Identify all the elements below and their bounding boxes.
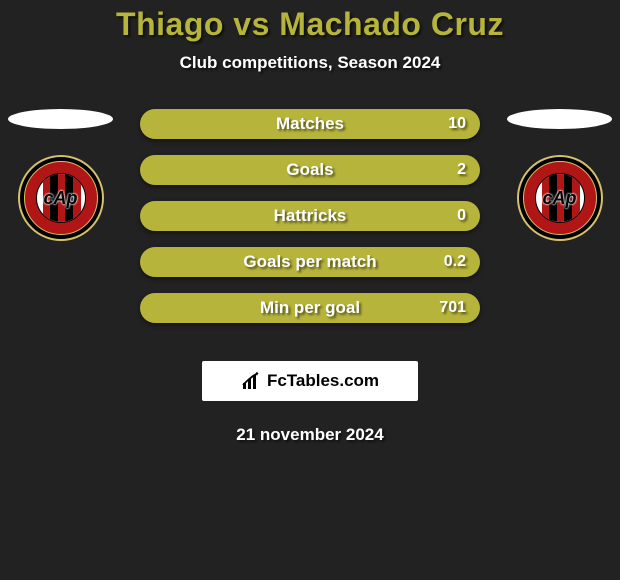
chart-icon (241, 371, 263, 391)
club-badge-left: cAp (18, 155, 104, 241)
date-text: 21 november 2024 (0, 425, 620, 445)
stat-value-right: 10 (448, 109, 466, 139)
stat-label: Goals (286, 160, 333, 180)
stats-table: Matches 10 Goals 2 Hattricks 0 Goals per… (140, 109, 480, 339)
stat-label: Min per goal (260, 298, 360, 318)
page-title: Thiago vs Machado Cruz (0, 6, 620, 43)
stat-row-gpm: Goals per match 0.2 (140, 247, 480, 277)
stat-row-mpg: Min per goal 701 (140, 293, 480, 323)
stat-value-right: 0.2 (444, 247, 466, 277)
stat-label: Goals per match (243, 252, 376, 272)
stat-label: Matches (276, 114, 344, 134)
player-placeholder-left (8, 109, 113, 129)
club-badge-right: cAp (517, 155, 603, 241)
badge-monogram: cAp (44, 183, 78, 213)
infographic-root: Thiago vs Machado Cruz Club competitions… (0, 0, 620, 445)
stat-value-right: 701 (439, 293, 466, 323)
badge-monogram: cAp (543, 183, 577, 213)
page-subtitle: Club competitions, Season 2024 (0, 53, 620, 73)
stat-value-right: 0 (457, 201, 466, 231)
stat-label: Hattricks (274, 206, 347, 226)
comparison-section: cAp Matches 10 Goals 2 Hattricks 0 Goals… (0, 109, 620, 349)
right-club: cAp (507, 109, 612, 241)
brand-text: FcTables.com (267, 371, 379, 391)
stat-value-right: 2 (457, 155, 466, 185)
left-club: cAp (8, 109, 113, 241)
stat-row-goals: Goals 2 (140, 155, 480, 185)
stat-row-matches: Matches 10 (140, 109, 480, 139)
stat-row-hattricks: Hattricks 0 (140, 201, 480, 231)
branding-box: FcTables.com (202, 361, 418, 401)
player-placeholder-right (507, 109, 612, 129)
